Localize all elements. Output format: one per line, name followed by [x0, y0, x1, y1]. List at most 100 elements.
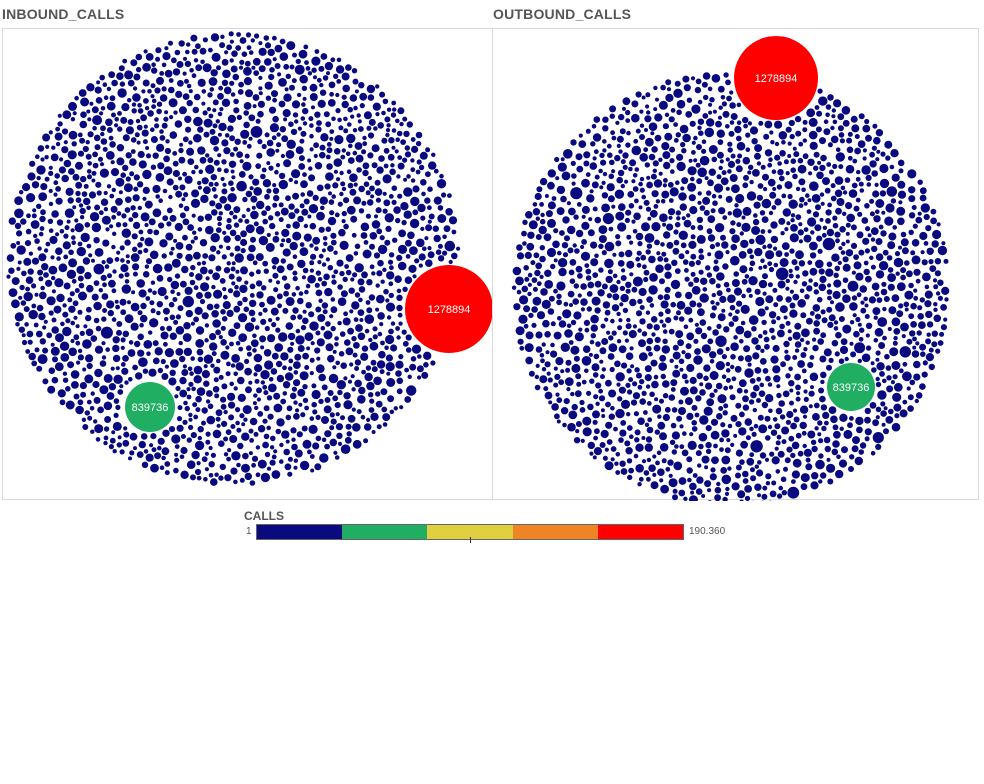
bubble [368, 118, 376, 126]
bubble [375, 112, 380, 117]
bubble [285, 322, 294, 330]
bubble [196, 261, 202, 266]
bubble [183, 205, 190, 212]
bubble [889, 347, 899, 357]
bubble [670, 387, 676, 392]
bubble [730, 414, 738, 422]
bubble [256, 200, 265, 210]
bubble [553, 288, 558, 294]
bubble [881, 281, 887, 287]
bubble [731, 234, 740, 243]
bubble [693, 355, 703, 365]
bubble [610, 130, 615, 136]
bubble [725, 486, 730, 492]
bubble [382, 422, 388, 427]
bubble [769, 191, 777, 199]
bubble [303, 223, 309, 229]
bubble [865, 275, 872, 283]
bubble [678, 192, 687, 201]
bubble [639, 398, 646, 405]
bubble [271, 352, 279, 360]
bubble [208, 461, 215, 468]
bubble [721, 429, 730, 438]
bubble [725, 195, 733, 203]
bubble [555, 357, 564, 366]
bubble [309, 83, 318, 92]
bubble [173, 467, 179, 474]
bubble [321, 262, 327, 267]
bubble [295, 335, 305, 345]
bubble [289, 84, 295, 91]
bubble [876, 149, 881, 154]
bubble [388, 252, 395, 258]
bubble [296, 431, 303, 438]
bubble [146, 351, 151, 357]
bubble [279, 459, 284, 464]
bubble [329, 91, 334, 97]
bubble [114, 123, 119, 128]
bubble [66, 269, 77, 279]
bubble [16, 266, 21, 271]
bubble [652, 472, 657, 477]
bubble [258, 311, 263, 316]
bubble [191, 48, 198, 55]
bubble [377, 244, 388, 255]
bubble [323, 111, 330, 118]
bubble [807, 260, 813, 265]
bubble [309, 268, 314, 273]
bubble [208, 445, 213, 451]
bubble [102, 82, 108, 87]
bubble [849, 454, 855, 460]
bubble [583, 319, 590, 326]
bubble [109, 437, 116, 444]
bubble [759, 452, 767, 459]
bubble [283, 93, 292, 102]
bubble [337, 441, 343, 446]
bubble [292, 270, 298, 276]
bubble [646, 476, 651, 482]
bubble [574, 390, 582, 398]
bubble [122, 439, 130, 447]
bubble [78, 291, 87, 301]
highlight-bubble-label: 839736 [132, 402, 169, 414]
bubble [106, 300, 115, 309]
bubble [767, 243, 773, 249]
bubble [584, 368, 589, 374]
bubble [275, 280, 281, 285]
bubble [295, 146, 304, 155]
bubble [787, 193, 793, 200]
bubble [790, 167, 796, 173]
bubble [562, 252, 569, 258]
bubble [357, 332, 366, 341]
outbound-calls-title: OUTBOUND_CALLS [493, 6, 632, 22]
bubble [421, 371, 429, 379]
bubble [322, 309, 328, 315]
bubble [368, 337, 373, 343]
bubble [112, 449, 117, 454]
bubble [856, 231, 864, 239]
bubble [709, 243, 716, 250]
bubble [379, 235, 385, 241]
bubble [215, 202, 223, 210]
bubble [888, 408, 894, 415]
bubble [223, 267, 231, 274]
bubble [875, 350, 881, 356]
bubble [616, 279, 621, 285]
bubble [80, 111, 87, 118]
bubble [242, 452, 249, 460]
bubble [338, 125, 344, 131]
bubble [162, 215, 169, 222]
bubble [742, 478, 749, 484]
bubble [589, 339, 595, 345]
bubble [877, 390, 887, 400]
bubble [233, 479, 238, 485]
bubble [556, 207, 565, 216]
bubble [89, 101, 94, 106]
bubble [725, 368, 731, 373]
bubble [600, 408, 605, 413]
bubble [776, 434, 782, 440]
bubble [156, 310, 161, 316]
bubble [707, 179, 714, 187]
bubble [835, 147, 841, 152]
bubble [206, 415, 216, 425]
